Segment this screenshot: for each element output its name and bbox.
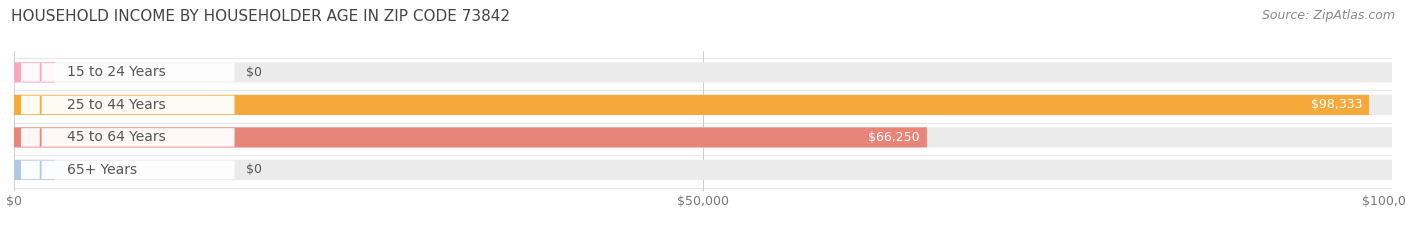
Text: 25 to 44 Years: 25 to 44 Years — [66, 98, 166, 112]
Text: 15 to 24 Years: 15 to 24 Years — [66, 65, 166, 79]
Text: Source: ZipAtlas.com: Source: ZipAtlas.com — [1261, 9, 1395, 22]
FancyBboxPatch shape — [14, 62, 1392, 82]
Text: $0: $0 — [246, 66, 262, 79]
FancyBboxPatch shape — [21, 96, 235, 114]
FancyBboxPatch shape — [14, 127, 1392, 147]
FancyBboxPatch shape — [21, 161, 235, 179]
Text: $98,333: $98,333 — [1310, 98, 1362, 111]
FancyBboxPatch shape — [14, 127, 927, 147]
FancyBboxPatch shape — [14, 160, 55, 180]
FancyBboxPatch shape — [14, 95, 1392, 115]
FancyBboxPatch shape — [14, 160, 1392, 180]
FancyBboxPatch shape — [21, 128, 235, 147]
Text: $66,250: $66,250 — [869, 131, 920, 144]
FancyBboxPatch shape — [14, 95, 1369, 115]
Text: 45 to 64 Years: 45 to 64 Years — [66, 130, 166, 144]
Text: HOUSEHOLD INCOME BY HOUSEHOLDER AGE IN ZIP CODE 73842: HOUSEHOLD INCOME BY HOUSEHOLDER AGE IN Z… — [11, 9, 510, 24]
FancyBboxPatch shape — [14, 62, 55, 82]
Text: $0: $0 — [246, 163, 262, 176]
FancyBboxPatch shape — [21, 63, 235, 82]
Text: 65+ Years: 65+ Years — [66, 163, 136, 177]
